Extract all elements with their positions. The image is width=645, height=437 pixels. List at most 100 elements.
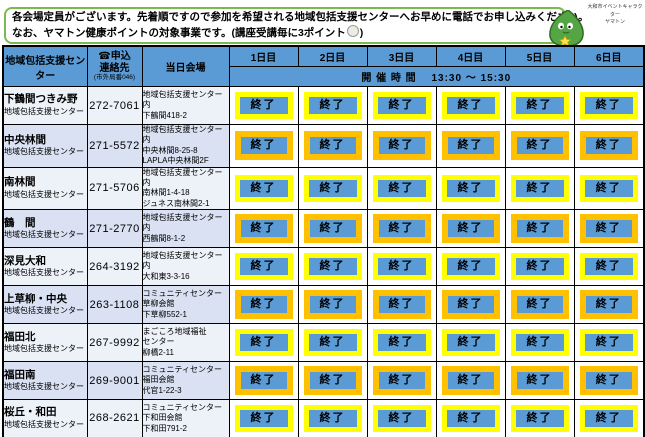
table-row: 上草柳・中央 地域包括支援センター 263-1108 コミュニティセンター 草柳… [2,285,645,325]
table-row: 福田南 地域包括支援センター 269-9001 コミュニティセンター 福田会館 … [2,361,645,401]
status-badge: 終了 [441,329,500,357]
status-badge: 終了 [234,366,293,396]
mascot-character [546,9,588,47]
center-subname: 地域包括支援センター [4,189,84,199]
point-stamp-icon [346,25,359,38]
header-day-1: 1日目 [228,45,299,67]
phone-number: 263-1108 [86,285,143,325]
status-badge: 終了 [234,253,293,281]
status-badge: 終了 [303,404,362,432]
center-subname: 地域包括支援センター [4,230,84,240]
status-badge: 終了 [303,329,362,357]
status-badge: 終了 [510,214,569,244]
status-badge: 終了 [441,290,500,320]
center-subname: 地域包括支援センター [4,420,84,429]
status-badge: 終了 [579,214,638,244]
status-badge: 終了 [372,131,431,161]
venue: 地域包括支援センター内 西鶴間8-1-2 [141,209,230,249]
header-day-2: 2日目 [297,45,368,67]
center-subname: 地域包括支援センター [4,382,84,392]
venue: まごころ地域福祉 センター 柳橋2-11 [141,323,230,363]
status-badge: 終了 [510,253,569,281]
status-badge: 終了 [441,253,500,281]
center-subname: 地域包括支援センター [4,306,84,316]
status-badge: 終了 [441,92,500,119]
venue: 地域包括支援センター内 中央林間8-25-8 LAPLA中央林間2F [141,124,230,168]
status-badge: 終了 [441,214,500,244]
status-badge: 終了 [579,290,638,320]
center-name: 福田南 [4,368,36,381]
header-schedule-time: 開 催 時 間 13:30 ～ 15:30 [228,66,645,87]
status-badge: 終了 [234,404,293,432]
status-badge: 終了 [510,329,569,357]
header-day-5: 5日目 [504,45,575,67]
phone-number: 271-2770 [86,209,143,249]
header-day-3: 3日目 [366,45,437,67]
table-row: 下鶴間つきみ野 地域包括支援センター 272-7061 地域包括支援センター内 … [2,86,645,125]
phone-number: 271-5706 [86,166,143,211]
status-badge: 終了 [510,131,569,161]
status-badge: 終了 [303,253,362,281]
status-badge: 終了 [579,92,638,119]
center-name: 桜丘・和田 [4,406,57,419]
status-badge: 終了 [303,290,362,320]
status-badge: 終了 [441,366,500,396]
header-center: 地域包括支援センター [2,45,88,87]
venue: コミュニティセンター 草柳会館 下草柳552-1 [141,285,230,325]
venue: 地域包括支援センター内 下鶴間418-2 [141,86,230,125]
status-badge: 終了 [579,329,638,357]
phone-number: 267-9992 [86,323,143,363]
status-badge: 終了 [579,404,638,432]
venue: コミュニティセンター 下和田会館 下和田791-2 [141,399,230,437]
status-badge: 終了 [579,366,638,396]
header-day-6: 6日目 [573,45,645,67]
status-badge: 終了 [441,131,500,161]
status-badge: 終了 [372,329,431,357]
phone-number: 268-2621 [86,399,143,437]
notice-line-2: なお、ヤマトン健康ポイントの対象事業です。(講座受講毎に3ポイント) [12,25,364,40]
center-name: 福田北 [4,330,36,343]
status-badge: 終了 [510,92,569,119]
status-badge: 終了 [303,366,362,396]
status-badge: 終了 [372,174,431,202]
center-name: 深見大和 [4,254,46,267]
table-row: 深見大和 地域包括支援センター 264-3192 地域包括支援センター内 大和東… [2,247,645,287]
center-subname: 地域包括支援センター [4,344,84,354]
status-badge: 終了 [303,131,362,161]
venue: コミュニティセンター 福田会館 代官1-22-3 [141,361,230,401]
center-subname: 地域包括支援センター [4,147,84,157]
status-badge: 終了 [372,253,431,281]
mascot-caption: 大和市イベントキャラクター ヤマトン [587,4,643,25]
status-badge: 終了 [372,214,431,244]
header-phone-areacode: (市外局番046) [93,74,136,82]
table-row: 中央林間 地域包括支援センター 271-5572 地域包括支援センター内 中央林… [2,124,645,168]
status-badge: 終了 [234,214,293,244]
status-badge: 終了 [234,290,293,320]
status-badge: 終了 [372,92,431,119]
notice-line-1: 各会場定員がございます。先着順ですので参加を希望される地域包括支援センターへお早… [12,11,589,23]
table-row: 桜丘・和田 地域包括支援センター 268-2621 コミュニティセンター 下和田… [2,399,645,437]
center-subname: 地域包括支援センター [4,107,84,117]
phone-number: 264-3192 [86,247,143,287]
center-name: 上草柳・中央 [4,292,67,305]
status-badge: 終了 [372,366,431,396]
table-row: 福田北 地域包括支援センター 267-9992 まごころ地域福祉 センター 柳橋… [2,323,645,363]
status-badge: 終了 [579,253,638,281]
status-badge: 終了 [372,290,431,320]
status-badge: 終了 [234,131,293,161]
header-venue: 当日会場 [141,45,230,87]
center-name: 南林間 [4,176,36,189]
table-row: 南林間 地域包括支援センター 271-5706 地域包括支援センター内 南林間1… [2,166,645,211]
status-badge: 終了 [510,290,569,320]
status-badge: 終了 [303,214,362,244]
status-badge: 終了 [510,366,569,396]
status-badge: 終了 [303,92,362,119]
leaf-mascot-icon [549,9,584,47]
status-badge: 終了 [441,174,500,202]
phone-number: 272-7061 [86,86,143,125]
table-row: 鶴 間 地域包括支援センター 271-2770 地域包括支援センター内 西鶴間8… [2,209,645,249]
status-badge: 終了 [234,174,293,202]
header-day-4: 4日目 [435,45,506,67]
center-name: 鶴 間 [4,216,36,229]
